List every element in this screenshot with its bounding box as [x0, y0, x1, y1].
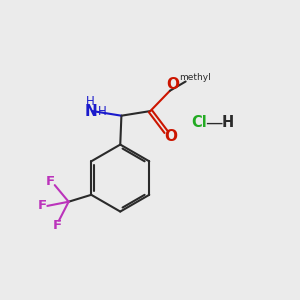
Text: F: F [46, 175, 55, 188]
Text: methyl: methyl [179, 73, 211, 82]
Text: H: H [221, 115, 234, 130]
Text: —: — [205, 114, 223, 132]
Text: N: N [84, 104, 97, 119]
Text: O: O [165, 129, 178, 144]
Text: F: F [38, 199, 47, 212]
Text: F: F [52, 219, 62, 232]
Text: O: O [167, 77, 180, 92]
Text: Cl: Cl [191, 115, 207, 130]
Text: H: H [98, 105, 106, 118]
Text: H: H [86, 95, 95, 108]
